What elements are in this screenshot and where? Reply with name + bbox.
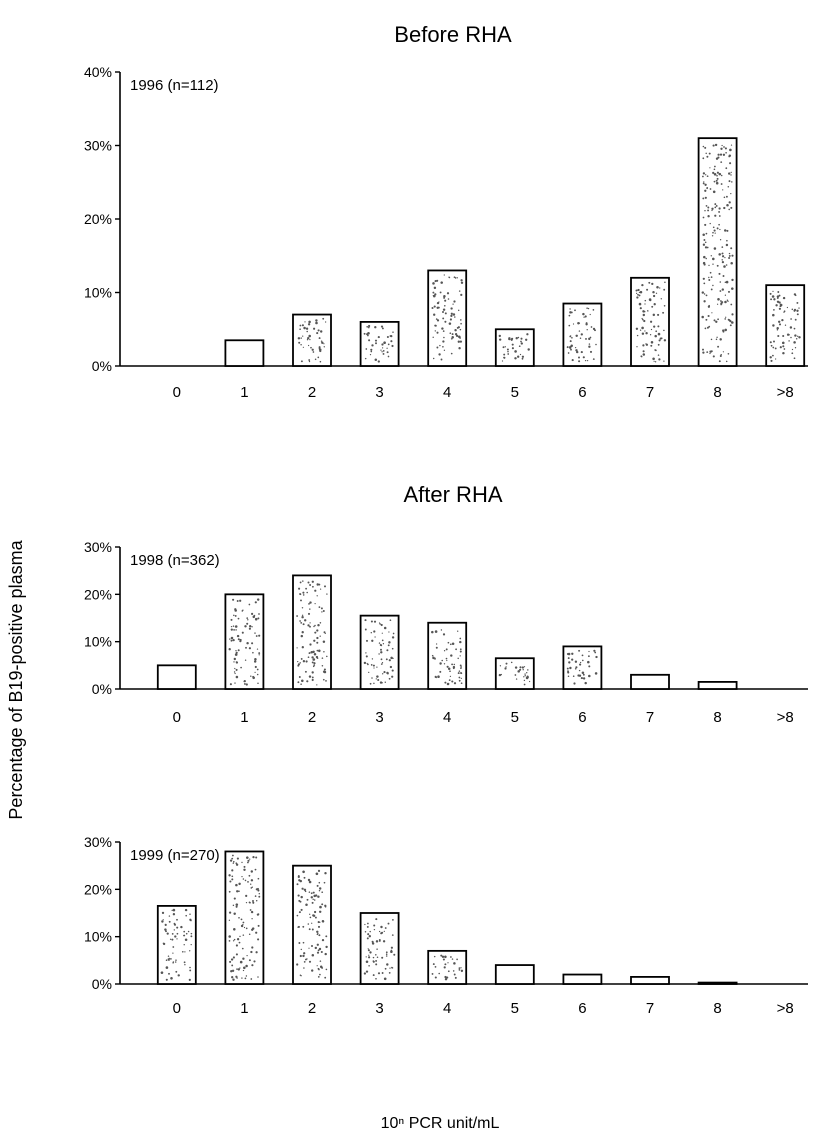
x-tick-label-1-1: 1 [240, 384, 248, 401]
bar-stipple-1-5 [498, 333, 530, 362]
y-tick-label-1-0: 0% [92, 358, 112, 374]
bar-2-1 [224, 593, 265, 690]
bar-stipple-1-2 [297, 317, 327, 363]
bar-stipple-3-0 [160, 908, 193, 982]
x-tick-label-3-5: 5 [511, 1000, 519, 1017]
x-tick-label-2-2: 2 [308, 709, 316, 726]
x-tick-label-2-0: 0 [173, 709, 181, 726]
panel-annotation-3: 1999 (n=270) [130, 847, 220, 864]
bar-stipple-2-3 [363, 619, 395, 685]
y-tick-label-2-2: 20% [84, 586, 112, 602]
x-tick-label-3-0: 0 [173, 1000, 181, 1017]
x-tick-label-3-7: 7 [646, 1000, 654, 1017]
after-rha-title: After RHA [403, 482, 502, 507]
x-tick-label-2-7: 7 [646, 709, 654, 726]
bar-2-5 [494, 657, 535, 690]
bar-2-4 [427, 621, 468, 690]
x-tick-label-1-4: 4 [443, 384, 451, 401]
x-tick-label-2-9: >8 [777, 709, 794, 726]
bar-stipple-1-4 [431, 274, 464, 361]
x-tick-label-1-5: 5 [511, 384, 519, 401]
x-tick-label-2-6: 6 [578, 709, 586, 726]
x-tick-label-3-1: 1 [240, 1000, 248, 1017]
y-tick-label-3-2: 20% [84, 881, 112, 897]
bar-stipple-2-4 [431, 629, 463, 686]
bar-3-2 [292, 864, 332, 985]
bar-stipple-3-2 [296, 869, 328, 979]
y-tick-label-3-0: 0% [92, 976, 112, 992]
x-tick-label-2-5: 5 [511, 709, 519, 726]
bar-3-7 [630, 976, 670, 985]
panel-annotation-1: 1996 (n=112) [130, 77, 219, 94]
bar-stipple-2-1 [228, 598, 261, 686]
bar-stipple-1-7 [635, 281, 667, 363]
y-tick-label-2-3: 30% [84, 539, 112, 555]
bar-stipple-1-8 [701, 143, 734, 363]
x-tick-label-3-4: 4 [443, 1000, 451, 1017]
x-tick-label-1-0: 0 [173, 384, 181, 401]
x-axis-label: 10ⁿ PCR unit/mL [381, 1115, 500, 1132]
x-tick-label-3-9: >8 [777, 1000, 794, 1017]
y-tick-label-2-0: 0% [92, 681, 112, 697]
y-tick-label-2-1: 10% [84, 634, 112, 650]
bar-stipple-2-5 [498, 661, 531, 686]
x-tick-label-3-3: 3 [375, 1000, 383, 1017]
x-tick-label-2-4: 4 [443, 709, 451, 726]
bar-1-3 [359, 320, 400, 367]
bar-stipple-1-3 [363, 324, 394, 363]
x-tick-label-3-8: 8 [713, 1000, 721, 1017]
bar-3-8 [697, 981, 738, 985]
y-axis-label: Percentage of B19-positive plasma [6, 539, 26, 819]
bar-2-0 [156, 664, 197, 690]
panel-annotation-2: 1998 (n=362) [130, 552, 220, 569]
x-tick-label-3-6: 6 [578, 1000, 586, 1017]
bar-2-3 [359, 614, 400, 690]
x-tick-label-3-2: 2 [308, 1000, 316, 1017]
y-tick-label-1-3: 30% [84, 138, 112, 154]
y-tick-label-1-4: 40% [84, 64, 112, 80]
bar-stipple-1-9 [769, 290, 801, 362]
x-tick-label-1-6: 6 [578, 384, 586, 401]
x-tick-label-1-7: 7 [646, 384, 654, 401]
bar-3-6 [562, 973, 603, 985]
bar-1-4 [427, 269, 468, 367]
bar-stipple-1-6 [566, 307, 597, 363]
bar-3-1 [224, 850, 265, 985]
bar-stipple-2-2 [296, 580, 328, 686]
bar-stipple-3-3 [363, 918, 396, 981]
bar-2-7 [630, 673, 670, 690]
bar-2-8 [697, 681, 738, 690]
x-tick-label-1-8: 8 [713, 384, 721, 401]
y-tick-label-3-1: 10% [84, 929, 112, 945]
y-tick-label-3-3: 30% [84, 834, 112, 850]
before-rha-title: Before RHA [394, 22, 512, 47]
bar-stipple-3-4 [431, 954, 464, 981]
bar-1-2 [292, 313, 332, 367]
x-tick-label-2-3: 3 [375, 709, 383, 726]
x-tick-label-2-1: 1 [240, 709, 248, 726]
y-tick-label-1-1: 10% [84, 285, 112, 301]
x-tick-label-2-8: 8 [713, 709, 721, 726]
x-tick-label-1-2: 2 [308, 384, 316, 401]
x-tick-label-1-3: 3 [375, 384, 383, 401]
bar-3-5 [494, 964, 535, 985]
x-tick-label-1-9: >8 [777, 384, 794, 401]
bar-stipple-3-1 [228, 854, 261, 981]
y-tick-label-1-2: 20% [84, 211, 112, 227]
bar-1-1 [224, 339, 265, 367]
bar-stipple-2-6 [566, 649, 598, 685]
